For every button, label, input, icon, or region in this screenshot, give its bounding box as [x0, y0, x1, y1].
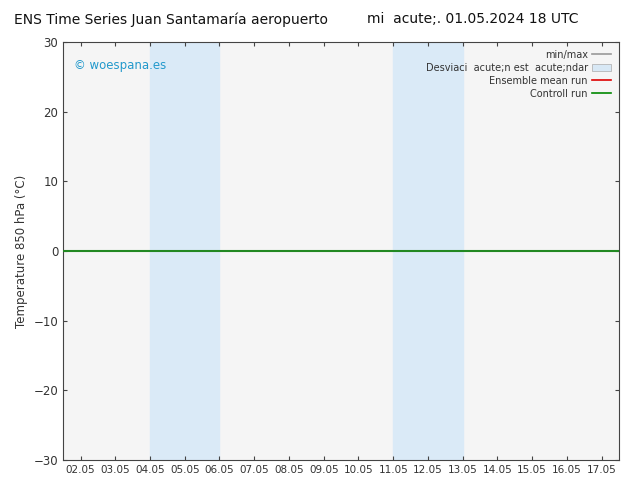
- Text: mi  acute;. 01.05.2024 18 UTC: mi acute;. 01.05.2024 18 UTC: [366, 12, 578, 26]
- Bar: [393, 42, 463, 460]
- Text: ENS Time Series Juan Santamaría aeropuerto: ENS Time Series Juan Santamaría aeropuer…: [14, 12, 328, 27]
- Legend: min/max, Desviaci  acute;n est  acute;ndar, Ensemble mean run, Controll run: min/max, Desviaci acute;n est acute;ndar…: [423, 47, 614, 101]
- Text: © woespana.es: © woespana.es: [74, 59, 167, 72]
- Y-axis label: Temperature 850 hPa (°C): Temperature 850 hPa (°C): [15, 174, 28, 328]
- Bar: [150, 42, 219, 460]
